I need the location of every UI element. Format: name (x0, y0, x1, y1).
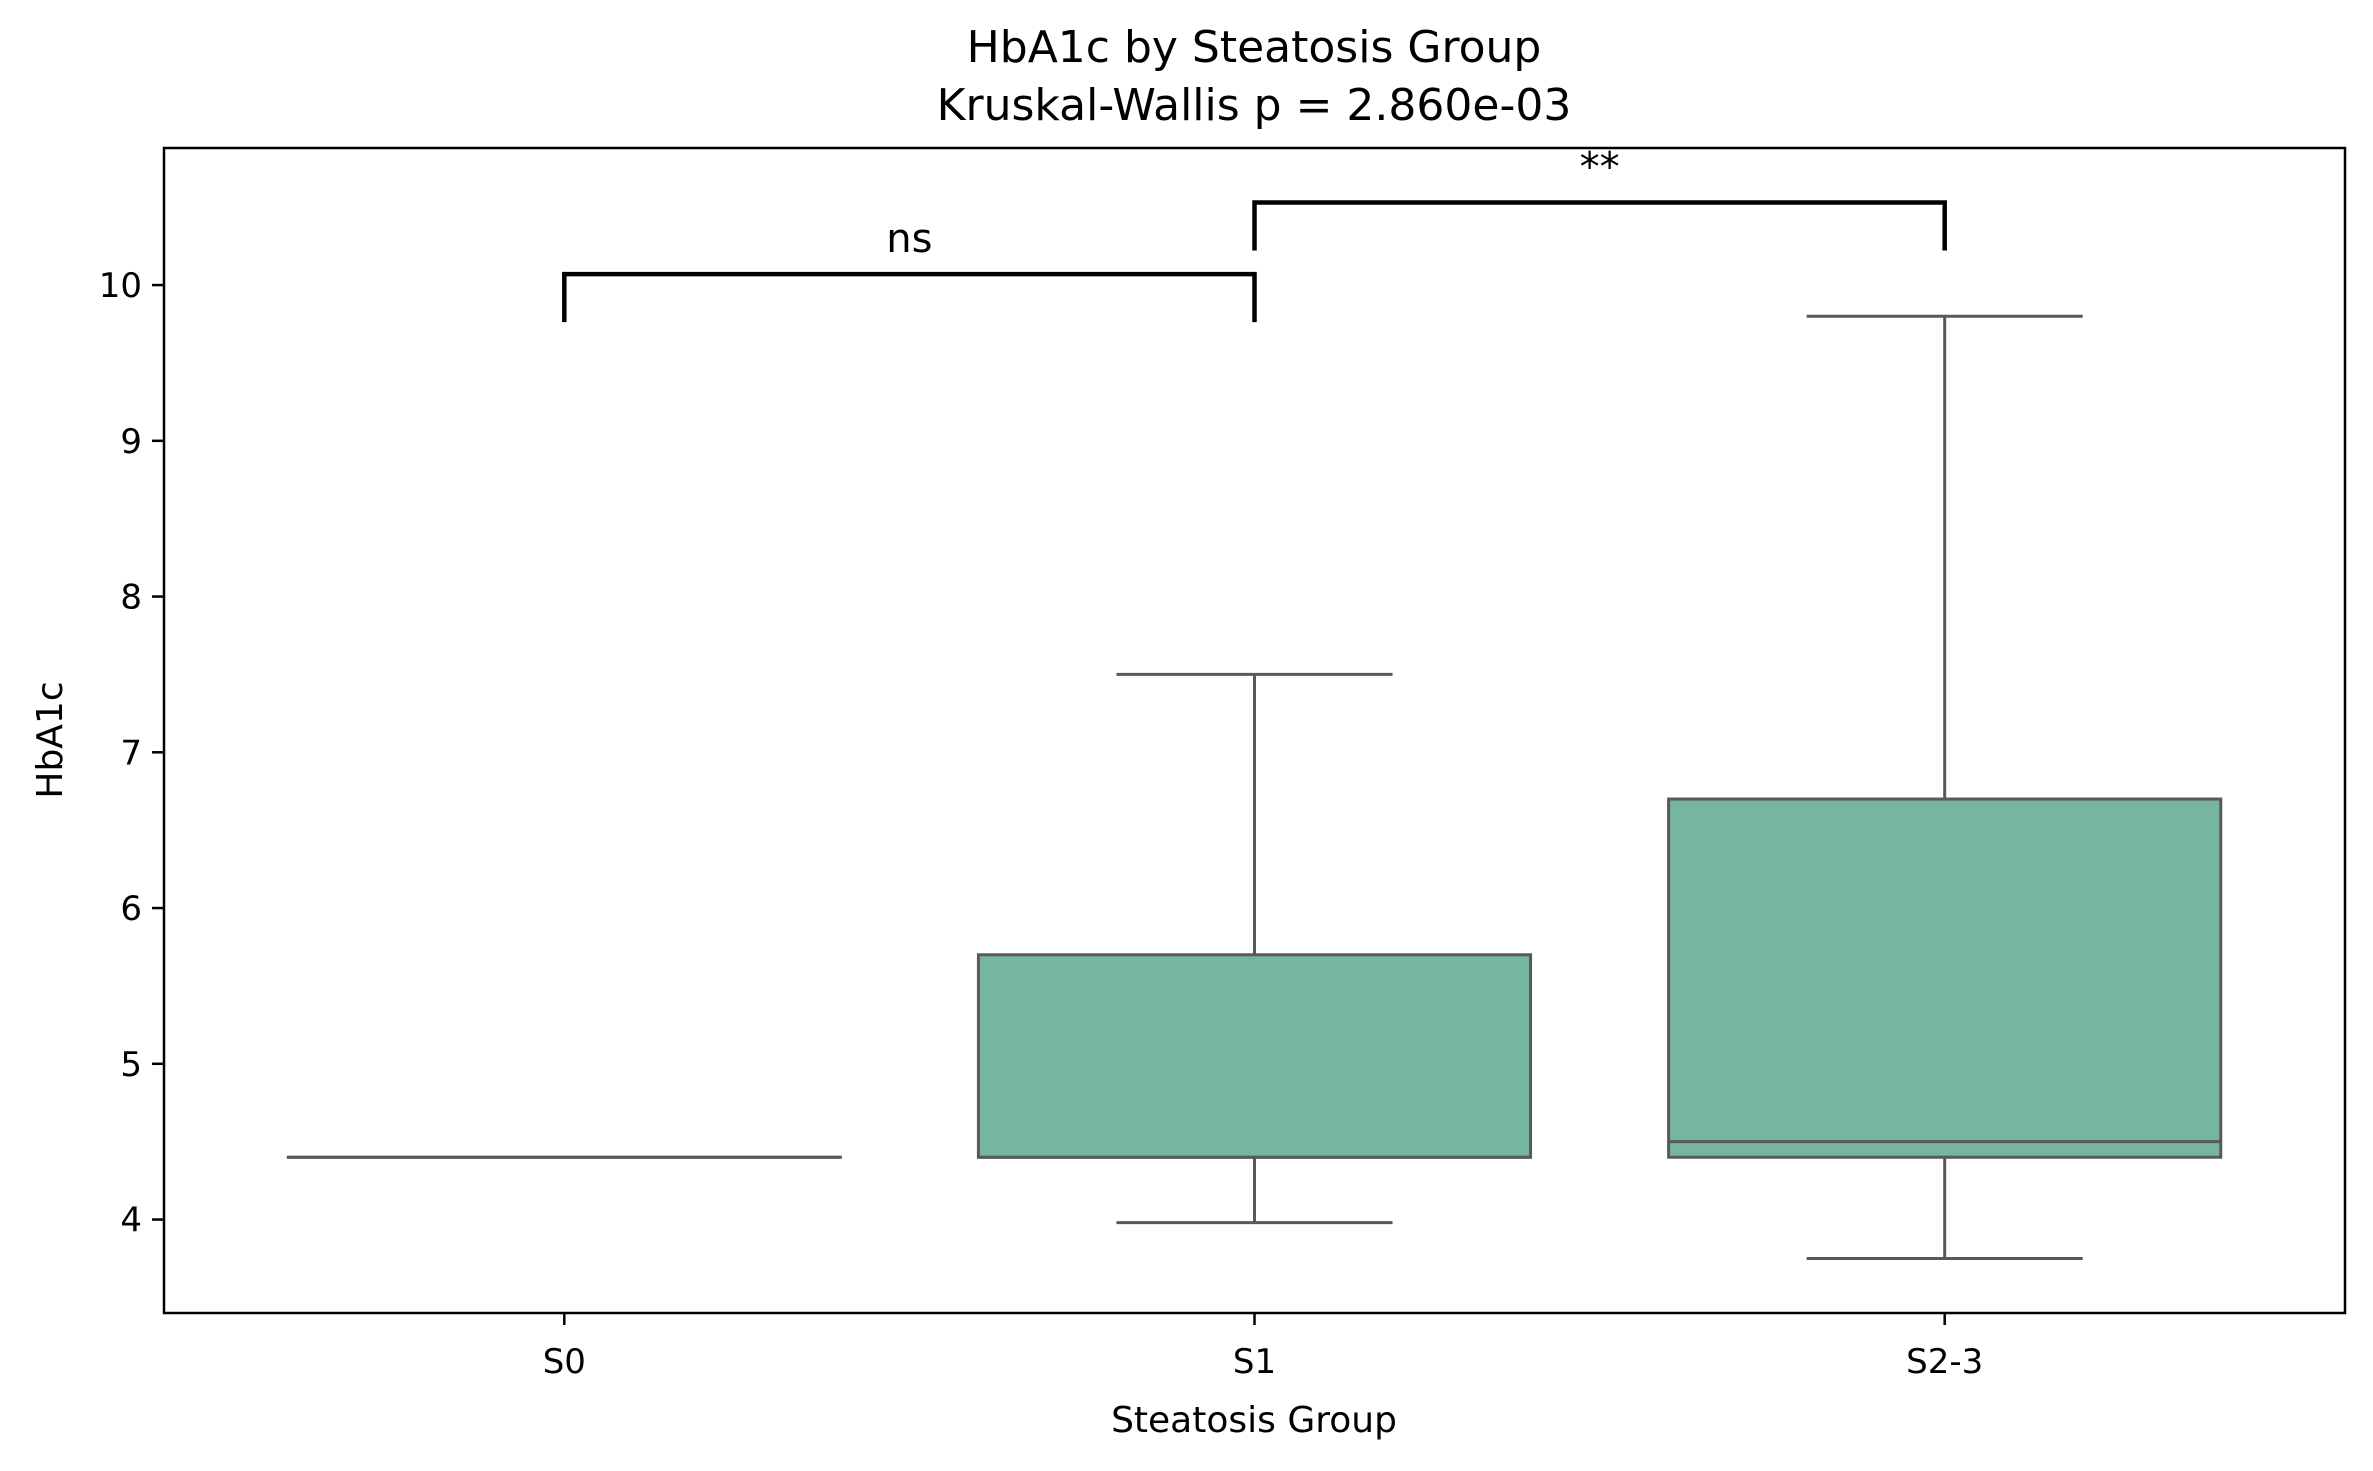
significance-label: ns (886, 216, 932, 262)
y-tick-label: 5 (120, 1045, 142, 1085)
y-tick-label: 6 (120, 889, 142, 929)
significance-label: ** (1580, 145, 1620, 191)
y-tick-label: 4 (120, 1201, 142, 1241)
y-tick-label: 7 (120, 733, 142, 773)
x-tick-label: S2-3 (1906, 1342, 1983, 1382)
chart-subtitle: Kruskal-Wallis p = 2.860e-03 (937, 80, 1572, 131)
box-iqr (976, 953, 1533, 1159)
x-tick-label: S1 (1233, 1342, 1276, 1382)
plot-frame (162, 146, 2347, 1315)
y-tick-label: 9 (120, 422, 142, 462)
significance-bracket (562, 271, 1257, 323)
chart-title: HbA1c by Steatosis Group (967, 22, 1542, 73)
y-axis-label: HbA1c (30, 681, 71, 798)
box-iqr (1667, 797, 2223, 1159)
x-tick-label: S0 (543, 1342, 586, 1382)
y-tick-label: 8 (120, 578, 142, 618)
significance-bracket (1252, 200, 1947, 251)
x-axis-label: Steatosis Group (1111, 1400, 1397, 1441)
y-tick-label: 10 (99, 266, 142, 306)
